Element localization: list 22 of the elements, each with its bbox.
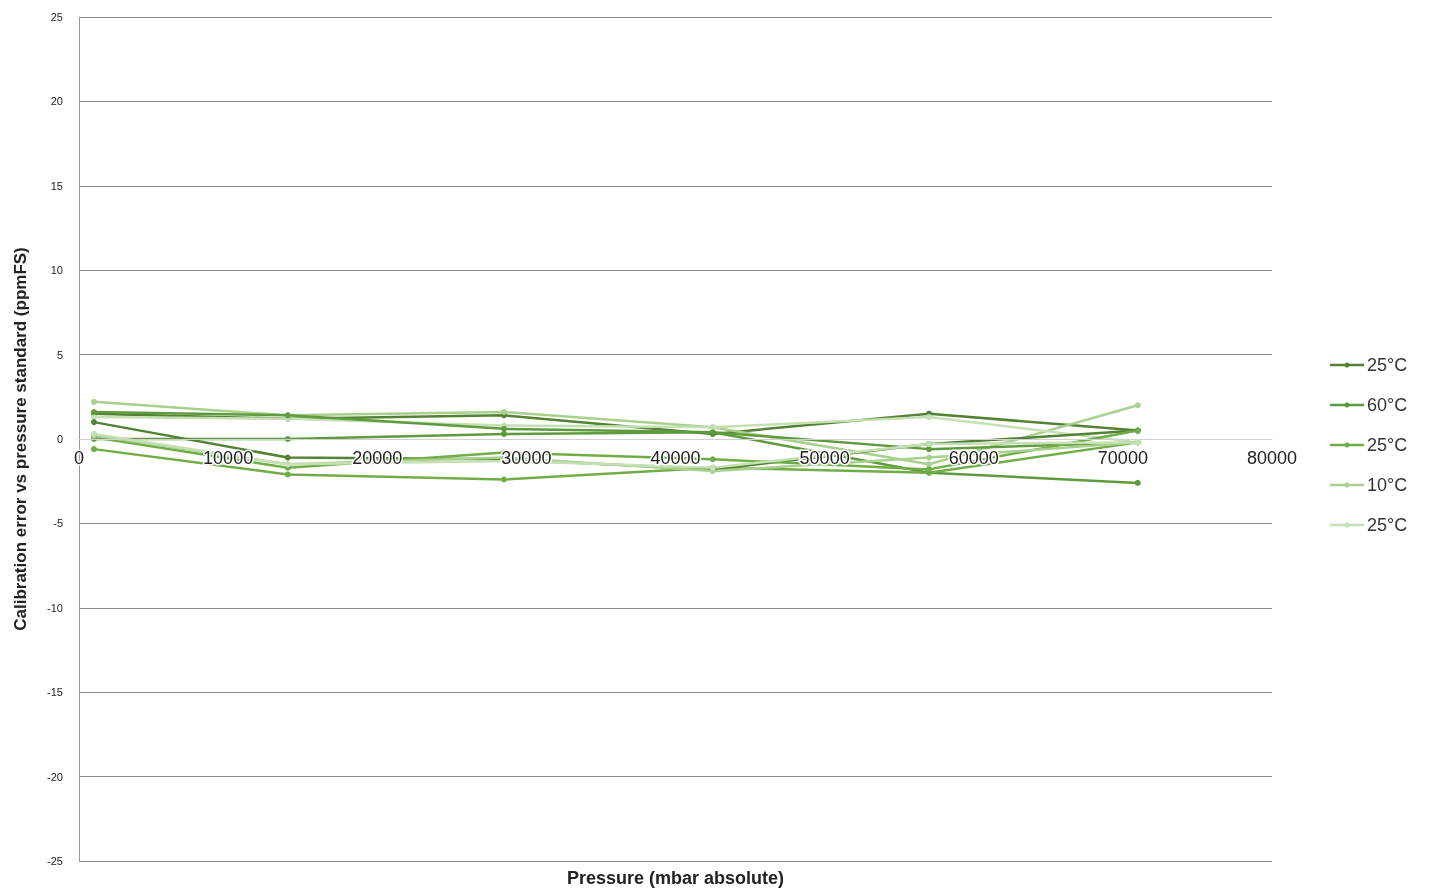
y-tick-label: -5: [53, 517, 63, 530]
x-tick-label: 70000: [1097, 448, 1148, 468]
x-tick-label: 0: [73, 448, 85, 468]
y-tick-label: 25: [50, 11, 63, 23]
x-tick-label: 30000: [501, 448, 552, 468]
y-tick-label: 5: [56, 348, 63, 361]
y-tick-label: 15: [50, 179, 63, 192]
legend-label: 10°C: [1367, 475, 1408, 495]
legend-label: 60°C: [1367, 395, 1408, 415]
y-tick-label: -15: [47, 686, 63, 699]
x-tick-label: 80000: [1246, 448, 1298, 468]
y-tick-label: 20: [50, 95, 63, 108]
y-tick-label: -25: [47, 855, 63, 867]
legend-label: 25°C: [1367, 515, 1408, 535]
y-tick-label: -20: [47, 770, 63, 783]
x-axis-title: Pressure (mbar absolute): [566, 868, 785, 888]
legend-label: 25°C: [1367, 435, 1408, 455]
legend-label: 25°C: [1367, 355, 1408, 375]
y-tick-label: -10: [47, 601, 63, 614]
y-tick-label: 10: [50, 264, 63, 277]
y-axis-title: Calibration error vs pressure standard (ppmFS): [11, 247, 30, 631]
y-tick-label: 0: [56, 433, 63, 445]
